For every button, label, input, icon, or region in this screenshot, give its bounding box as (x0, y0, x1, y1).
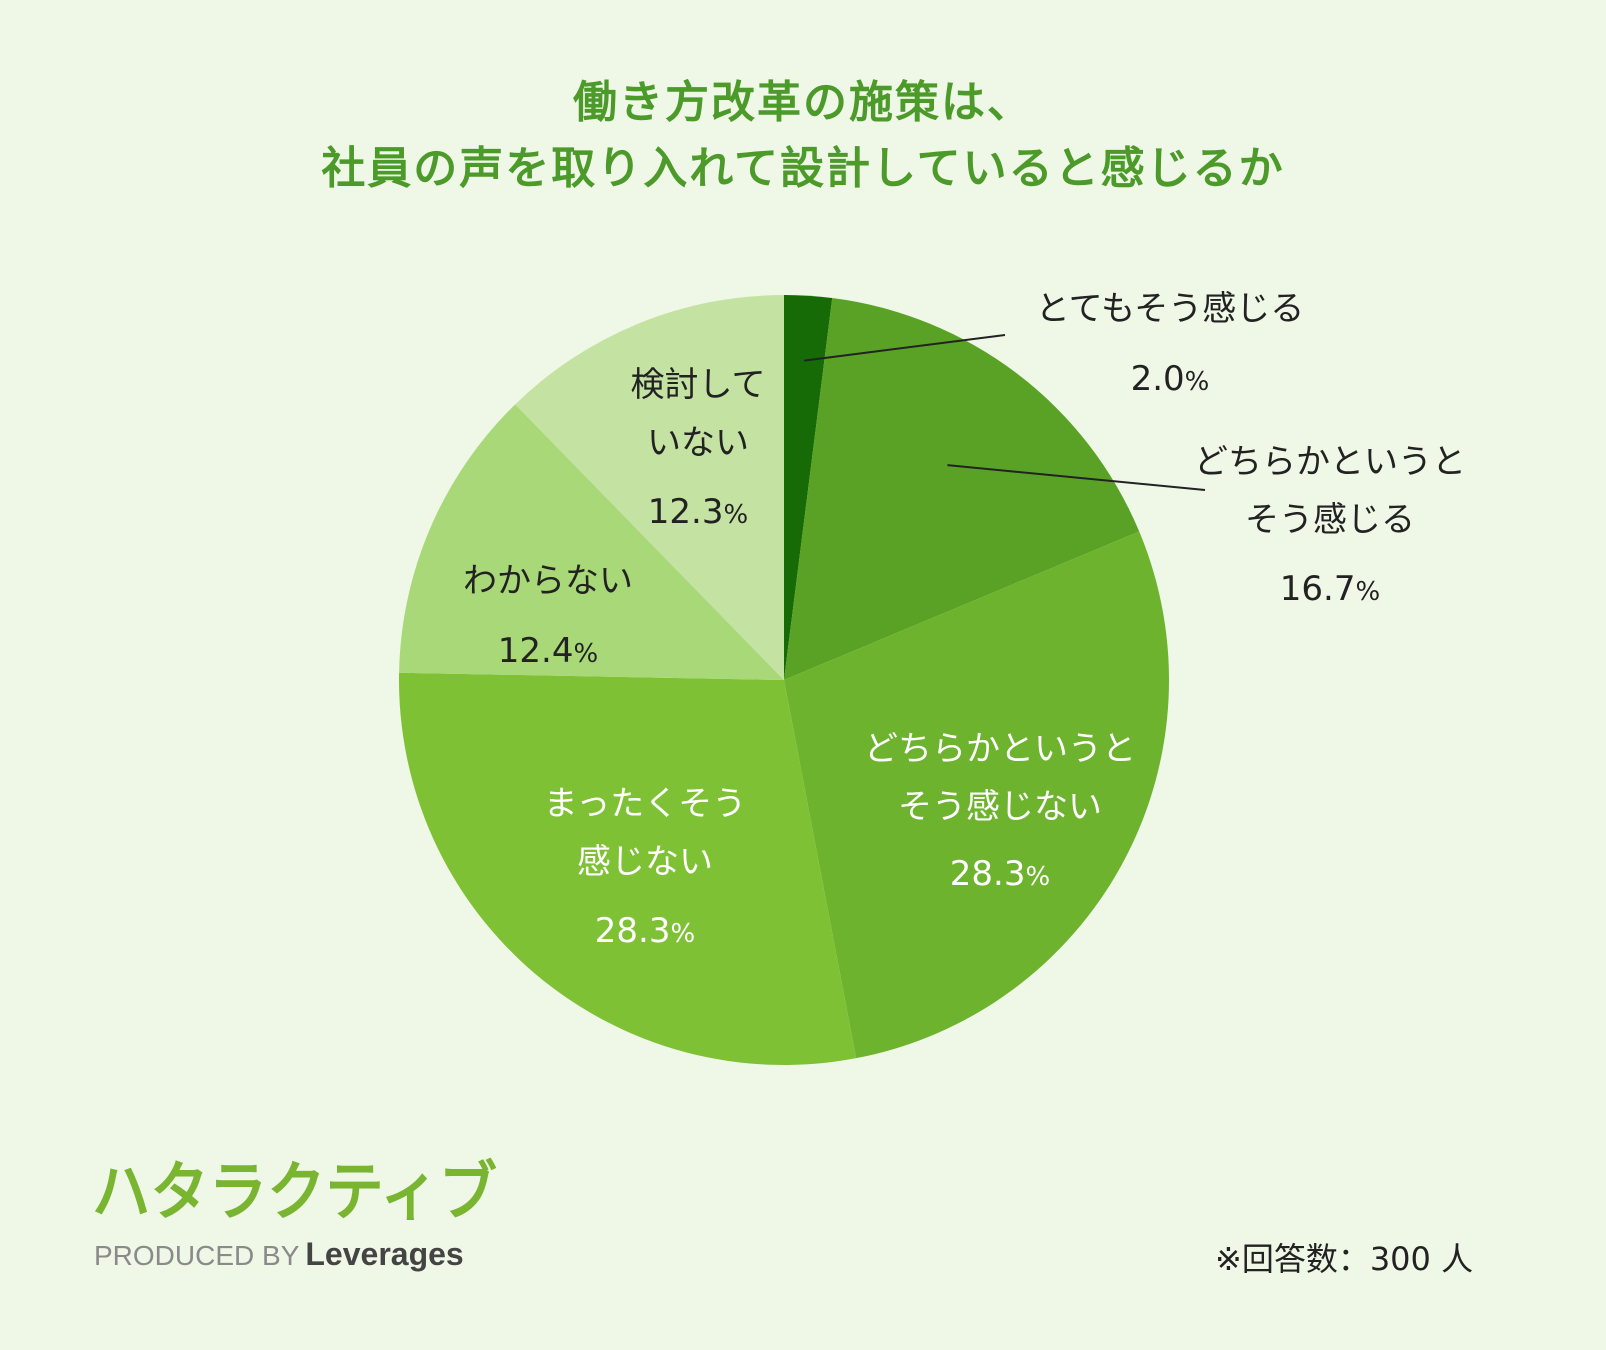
hataractive-logo: ハタラクティブ (92, 1156, 497, 1228)
slice-value-not-considered: 12.3% (648, 492, 748, 532)
slice-label-somewhat-agree-line2: そう感じる (1245, 500, 1415, 540)
slice-label-very-agree-line1: とてもそう感じる (1036, 289, 1305, 329)
respondent-count: ※回答数：300 人 (1215, 1240, 1474, 1278)
pie-slice-very-agree (784, 295, 833, 680)
slice-value-strongly-disagree: 28.3% (595, 911, 695, 951)
leader-line-very-agree (803, 334, 1006, 362)
slice-label-unknown-line1: わからない (463, 561, 633, 601)
slice-label-strongly-disagree-line1: まったくそう (544, 784, 747, 824)
slice-value-somewhat-disagree: 28.3% (950, 854, 1050, 894)
slice-label-not-considered-line2: いない (647, 423, 749, 463)
slice-value-unknown: 12.4% (498, 631, 598, 671)
chart-title-line1: 働き方改革の施策は、 (573, 77, 1033, 128)
pie-slice-not-considered (515, 295, 784, 680)
leader-line-somewhat-agree (947, 464, 1206, 491)
produced-by-text: PRODUCED BY (94, 1240, 300, 1271)
pie-slice-somewhat-agree (784, 298, 1140, 680)
logo-text: ハタラクティブ (92, 1156, 497, 1228)
slice-label-not-considered-line1: 検討して (631, 365, 766, 405)
pie-slice-strongly-disagree (398, 672, 857, 1065)
produced-by: PRODUCED BY Leverages (94, 1236, 464, 1273)
slice-value-very-agree: 2.0% (1131, 359, 1210, 399)
pie-slice-unknown (399, 404, 784, 680)
slice-label-strongly-disagree-line2: 感じない (577, 842, 713, 882)
slice-label-somewhat-disagree-line2: そう感じない (898, 787, 1102, 827)
slice-value-somewhat-agree: 16.7% (1280, 569, 1380, 609)
slice-label-somewhat-disagree-line1: どちらかというと (864, 729, 1136, 769)
chart-title-line2: 社員の声を取り入れて設計していると感じるか (321, 143, 1285, 194)
chart-title: 働き方改革の施策は、 社員の声を取り入れて設計していると感じるか (0, 70, 1606, 202)
slice-label-somewhat-agree-line1: どちらかというと (1194, 442, 1466, 482)
brand-name: Leverages (305, 1236, 464, 1272)
pie-slice-somewhat-disagree (784, 531, 1169, 1059)
